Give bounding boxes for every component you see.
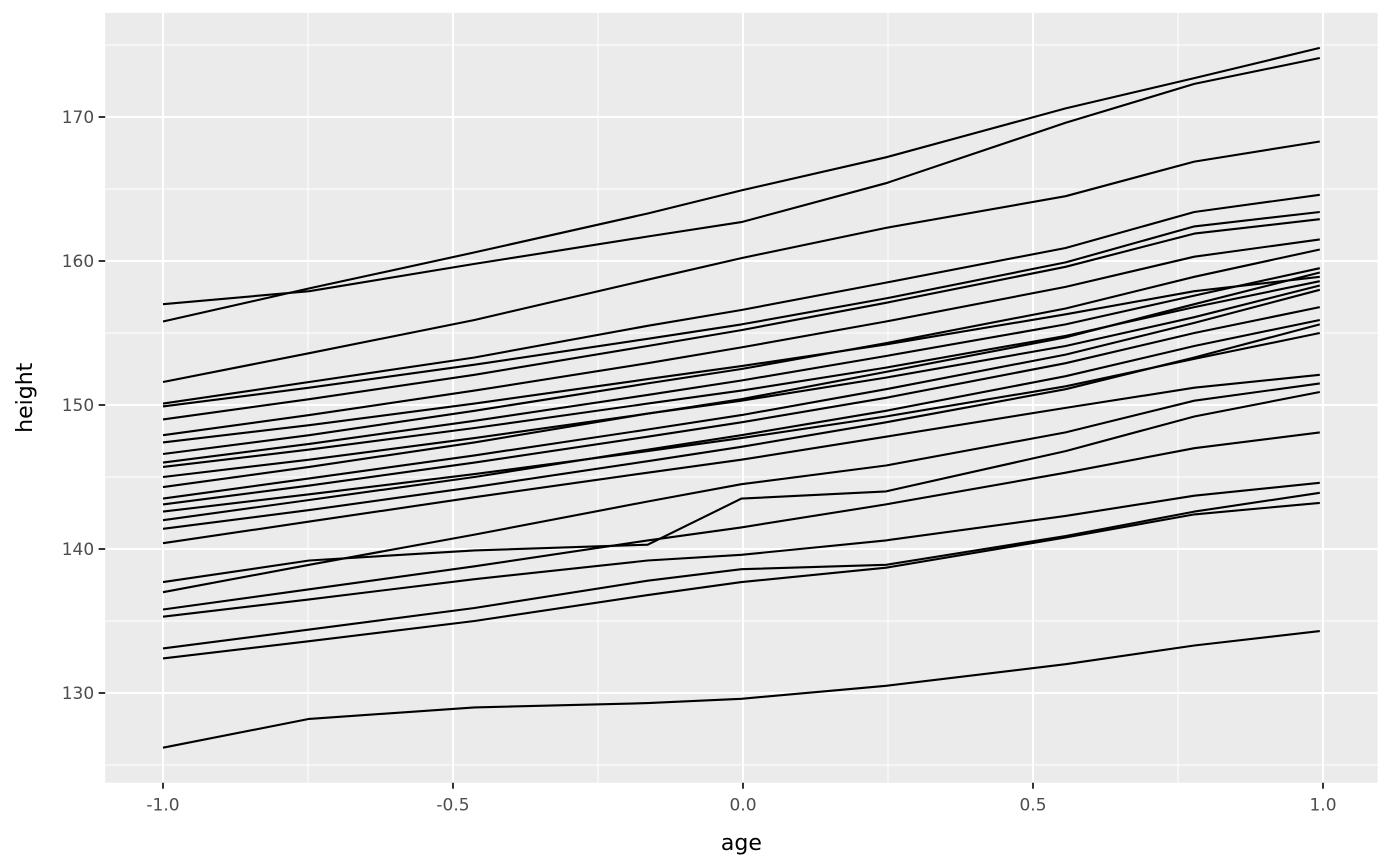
series-line-subject-25 (162, 501, 1320, 660)
plot-panel (105, 12, 1378, 783)
series-line-subject-18 (162, 323, 1321, 530)
y-tick-label: 150 (62, 396, 94, 416)
y-axis-title: height (13, 362, 38, 432)
series-line-subject-24 (162, 491, 1320, 650)
series-line-subject-01 (162, 56, 1321, 306)
series-line-subject-12 (162, 284, 1321, 479)
series-line-subject-08 (162, 275, 1320, 444)
series-line-subject-11 (162, 280, 1321, 468)
major-gridlines (105, 12, 1378, 783)
x-tick-label: -1.0 (146, 796, 179, 816)
series-line-subject-06 (162, 218, 1320, 421)
x-tick-label: -0.5 (436, 796, 469, 816)
x-tick-label: 0.0 (729, 796, 756, 816)
series-line-subject-10 (162, 267, 1321, 464)
x-axis-title: age (721, 831, 762, 856)
series-line-subject-07 (162, 238, 1320, 437)
x-tick-label: 0.5 (1019, 796, 1046, 816)
axis-tick-labels: -1.0 -0.5 0.0 0.5 1.0 130 140 150 160 170 (62, 108, 1337, 816)
axis-tick-marks (98, 116, 1324, 789)
series-line-subject-19 (162, 373, 1320, 545)
series-line-subject-23 (162, 481, 1320, 618)
y-tick-label: 160 (62, 252, 94, 272)
series-line-subject-13 (162, 271, 1321, 489)
x-tick-label: 1.0 (1309, 796, 1336, 816)
series-line-subject-02 (162, 46, 1321, 323)
series-line-subject-05 (162, 210, 1320, 408)
data-series-lines (162, 46, 1321, 749)
series-line-subject-21 (162, 382, 1320, 594)
y-tick-label: 170 (62, 108, 94, 128)
series-line-subject-17 (162, 318, 1321, 522)
series-line-subject-15 (162, 306, 1321, 506)
series-line-subject-03 (162, 140, 1320, 384)
y-tick-label: 130 (62, 684, 94, 704)
series-line-subject-20 (162, 390, 1321, 584)
series-line-subject-26 (162, 630, 1320, 749)
series-line-subject-22 (162, 431, 1320, 611)
series-line-subject-04 (162, 193, 1320, 405)
y-tick-label: 140 (62, 540, 94, 560)
series-line-subject-09 (162, 248, 1321, 456)
series-line-subject-14 (162, 288, 1321, 500)
